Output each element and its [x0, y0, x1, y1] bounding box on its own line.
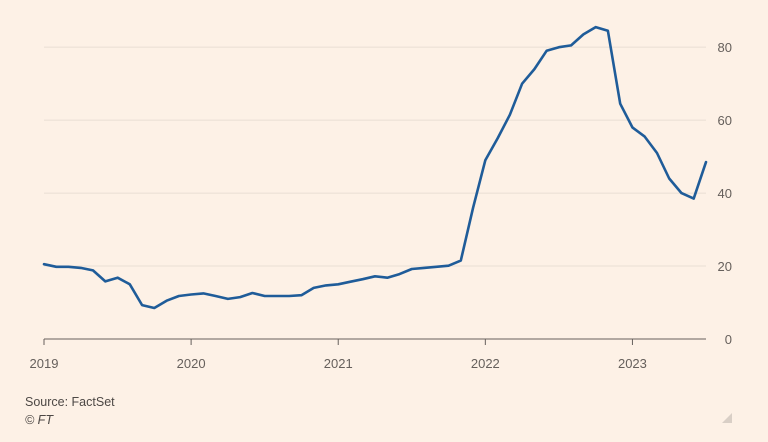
series-layer — [42, 25, 708, 310]
y-tick-label-20: 20 — [718, 259, 732, 274]
y-tick-labels: 0 20 40 60 80 — [718, 40, 732, 347]
credit-note: © FT — [25, 413, 53, 427]
series-line-0 — [42, 25, 708, 310]
y-tick-label-0: 0 — [725, 332, 732, 347]
y-tick-label-80: 80 — [718, 40, 732, 55]
resize-handle-icon[interactable] — [722, 413, 732, 423]
x-tick-label-2020: 2020 — [177, 356, 206, 371]
x-ticks: 2019 2020 2021 2022 2023 — [30, 339, 647, 371]
gridlines — [44, 46, 706, 340]
x-tick-label-2022: 2022 — [471, 356, 500, 371]
x-tick-label-2019: 2019 — [30, 356, 59, 371]
source-note: Source: FactSet — [25, 395, 115, 409]
x-tick-label-2021: 2021 — [324, 356, 353, 371]
y-tick-label-40: 40 — [718, 186, 732, 201]
x-tick-label-2023: 2023 — [618, 356, 647, 371]
y-tick-label-60: 60 — [718, 113, 732, 128]
